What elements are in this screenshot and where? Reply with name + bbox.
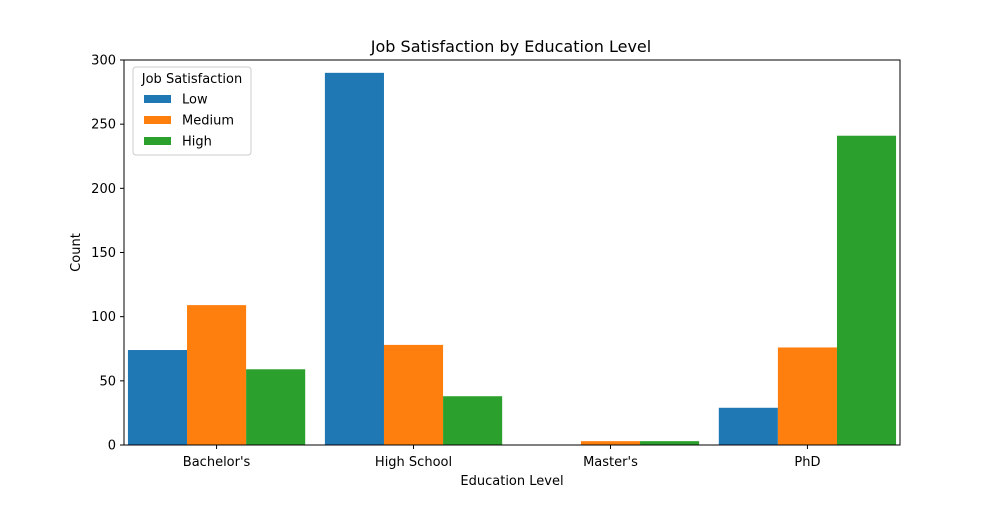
bars-layer [127,72,897,445]
bar-low-1 [324,72,384,445]
bar-high-1 [443,396,503,445]
bar-high-0 [246,369,306,445]
bar-medium-1 [383,344,444,445]
legend-swatch-low [144,95,171,103]
legend: Job Satisfaction Low Medium High [132,66,252,156]
y-axis-label: Count [69,233,84,272]
x-axis: Bachelor's High School Master's PhD [183,445,820,470]
y-tick-label: 0 [108,439,116,454]
bar-medium-0 [187,305,247,445]
bar-high-3 [836,135,897,445]
legend-label-medium: Medium [182,114,234,129]
y-tick-label: 200 [91,182,116,197]
bar-medium-2 [580,441,641,445]
legend-entries: Low Medium High [144,93,234,150]
x-tick-label: Master's [583,455,638,470]
plot-frame [123,59,901,446]
y-axis: 0 50 100 150 200 250 300 [91,54,124,454]
x-tick-label: PhD [794,455,820,470]
bar-medium-3 [777,347,837,445]
legend-swatch-medium [144,116,171,124]
y-tick-label: 250 [91,118,116,133]
x-axis-label: Education Level [460,474,563,489]
bar-low-0 [127,350,188,445]
y-tick-label: 150 [91,246,116,261]
legend-label-high: High [182,135,212,150]
chart-title: Job Satisfaction by Education Level [370,37,651,56]
y-tick-label: 50 [99,374,116,389]
bar-high-2 [640,441,700,445]
bar-low-3 [718,407,778,445]
legend-label-low: Low [182,93,208,108]
legend-title: Job Satisfaction [141,72,242,87]
y-tick-label: 300 [91,54,116,69]
y-tick-label: 100 [91,310,116,325]
x-tick-label: High School [375,455,452,470]
legend-swatch-high [144,137,171,145]
x-tick-label: Bachelor's [183,455,251,470]
legend-box [132,66,252,156]
